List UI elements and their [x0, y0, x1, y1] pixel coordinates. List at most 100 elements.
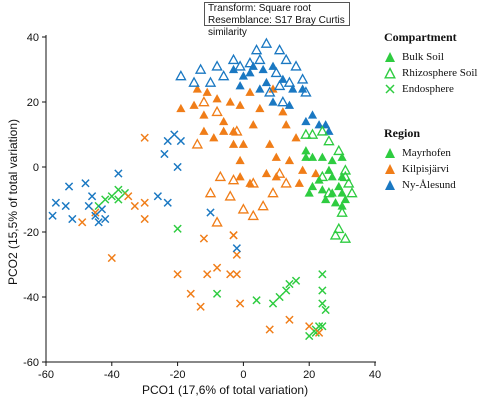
- data-point-cross: [61, 201, 70, 211]
- data-point-filled-triangle: [202, 87, 212, 96]
- legend-item-endosphere: Endosphere: [384, 81, 477, 97]
- data-point-open-triangle: [333, 144, 345, 156]
- data-point-filled-triangle: [334, 181, 344, 191]
- data-point-open-triangle: [323, 187, 335, 198]
- data-point-cross: [91, 211, 100, 220]
- data-point-open-triangle: [198, 96, 210, 107]
- data-point-filled-triangle: [268, 97, 278, 106]
- data-point-open-triangle: [254, 53, 266, 65]
- data-point-cross: [97, 205, 107, 214]
- data-point-cross: [170, 130, 179, 139]
- data-point-open-triangle: [188, 76, 200, 87]
- filled-triangle-icon: [385, 180, 395, 190]
- data-point-filled-triangle: [235, 81, 245, 90]
- data-point-filled-triangle: [235, 100, 245, 109]
- data-point-open-triangle: [257, 200, 269, 211]
- data-point-filled-triangle: [209, 133, 219, 142]
- data-point-open-triangle: [227, 53, 240, 65]
- data-point-cross: [318, 286, 327, 295]
- data-point-open-triangle: [306, 128, 319, 139]
- data-point-filled-triangle: [327, 172, 337, 181]
- data-point-cross: [186, 289, 195, 298]
- data-point-cross: [305, 322, 314, 331]
- filled-triangle-icon: [385, 148, 395, 158]
- data-point-filled-triangle: [199, 110, 209, 119]
- data-point-cross: [78, 218, 87, 227]
- data-point-cross: [124, 192, 133, 201]
- data-point-filled-triangle: [219, 126, 229, 135]
- data-point-filled-triangle: [225, 97, 235, 106]
- data-point-cross: [68, 214, 77, 224]
- data-point-cross: [196, 302, 205, 311]
- legend-label-rhizosphere-soil: Rhizosphere Soil: [402, 67, 478, 79]
- legend-item-ny-alesund: Ny-Ålesund: [384, 177, 456, 193]
- transform-info-box: Transform: Square root Resemblance: S17 …: [204, 2, 350, 38]
- data-point-cross: [314, 322, 324, 331]
- filled-triangle-icon: [385, 52, 395, 62]
- data-point-filled-triangle: [261, 77, 272, 87]
- x-axis-label: PCO1 (17,6% of total variation): [142, 383, 309, 397]
- data-point-cross: [285, 315, 294, 324]
- data-point-filled-triangle: [248, 120, 258, 129]
- data-point-open-triangle: [300, 86, 312, 97]
- data-point-open-triangle: [267, 187, 279, 198]
- data-point-filled-triangle: [261, 168, 272, 178]
- data-point-cross: [173, 162, 182, 172]
- data-point-cross: [48, 211, 57, 220]
- data-point-cross: [163, 136, 172, 146]
- data-point-cross: [101, 195, 110, 204]
- data-point-cross: [212, 289, 222, 298]
- data-point-open-triangle: [211, 105, 223, 117]
- data-point-filled-triangle: [212, 94, 222, 103]
- data-point-cross: [140, 133, 149, 142]
- data-point-cross: [318, 270, 327, 279]
- data-point-open-triangle: [217, 70, 230, 81]
- x-tick-label: -40: [104, 369, 120, 381]
- data-point-cross: [176, 136, 186, 146]
- data-point-open-triangle: [244, 57, 256, 68]
- data-point-open-triangle: [336, 206, 348, 217]
- data-point-cross: [232, 270, 241, 279]
- data-point-cross: [94, 218, 103, 227]
- y-tick-label: -60: [23, 357, 39, 369]
- data-point-filled-triangle: [298, 165, 308, 174]
- data-point-open-triangle: [323, 135, 335, 146]
- data-point-cross: [114, 195, 123, 204]
- data-point-open-triangle: [227, 174, 240, 185]
- data-point-open-triangle: [260, 37, 273, 48]
- data-point-open-triangle: [247, 177, 259, 188]
- legend-label-endosphere: Endosphere: [402, 83, 454, 95]
- data-point-cross: [140, 198, 149, 207]
- data-point-filled-triangle: [245, 178, 255, 187]
- data-point-open-triangle: [290, 60, 302, 71]
- data-point-filled-triangle: [199, 126, 209, 135]
- open-triangle-icon: [384, 67, 396, 79]
- data-point-open-triangle: [277, 96, 289, 107]
- data-point-open-triangle: [273, 79, 286, 91]
- data-point-filled-triangle: [228, 64, 239, 74]
- data-point-cross: [153, 192, 162, 201]
- legend-item-kilpisjarvi: Kilpisjärvi: [384, 161, 456, 177]
- data-point-open-triangle: [339, 164, 352, 175]
- data-point-filled-triangle: [258, 64, 268, 74]
- y-axis-label: PCO2 (15,5% of total variation): [6, 118, 20, 286]
- data-point-filled-triangle: [321, 194, 331, 204]
- data-point-filled-triangle: [271, 152, 281, 161]
- data-points: [48, 37, 358, 341]
- data-point-filled-triangle: [324, 165, 334, 174]
- data-point-open-triangle: [296, 73, 309, 84]
- data-point-filled-triangle: [235, 172, 245, 181]
- data-point-filled-triangle: [301, 152, 311, 161]
- data-point-open-triangle: [316, 125, 329, 136]
- legend-label-ny-alesund: Ny-Ålesund: [402, 179, 456, 191]
- data-point-open-triangle: [204, 187, 217, 198]
- data-point-cross: [206, 208, 215, 217]
- data-point-cross: [130, 201, 139, 211]
- y-tick-label: -20: [23, 227, 39, 239]
- data-point-cross: [107, 253, 116, 263]
- legend-item-bulk-soil: Bulk Soil: [384, 49, 477, 65]
- data-point-open-triangle: [316, 170, 329, 182]
- data-point-filled-triangle: [176, 103, 186, 113]
- data-point-open-triangle: [234, 60, 246, 71]
- data-point-filled-triangle: [337, 201, 347, 210]
